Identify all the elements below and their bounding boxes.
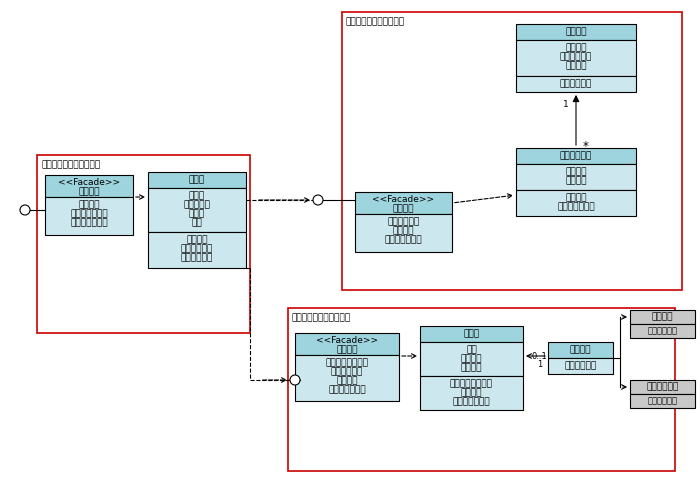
Text: 会員管理: 会員管理 [336, 345, 358, 354]
Text: 1: 1 [563, 100, 569, 109]
Bar [355, 192, 452, 214]
Text: <<Facade>>: <<Facade>> [316, 336, 378, 345]
Text: 商品管理: 商品管理 [393, 204, 414, 213]
Text: 貸出本数: 貸出本数 [461, 363, 482, 372]
Text: 取得する: 取得する [393, 226, 414, 235]
Bar [630, 324, 695, 338]
Bar [148, 188, 246, 232]
Text: 貸出する: 貸出する [78, 200, 99, 209]
Text: 返却予定日: 返却予定日 [183, 200, 211, 209]
Text: 貸出可能本数: 貸出可能本数 [560, 52, 592, 61]
Text: 名前: 名前 [466, 345, 477, 354]
Bar [420, 342, 523, 376]
Bar [45, 197, 133, 235]
Text: 貸出実施（）: 貸出実施（） [648, 326, 678, 335]
Text: 会員管理コンポーネント: 会員管理コンポーネント [292, 313, 351, 322]
Text: 状態: 状態 [192, 218, 202, 227]
Bar [516, 164, 636, 190]
Text: （会員コード）: （会員コード） [453, 397, 490, 406]
Bar [516, 148, 636, 164]
Text: 予約件数: 予約件数 [566, 61, 587, 70]
Text: 会員区分: 会員区分 [570, 345, 592, 354]
Text: 貸出実施（）: 貸出実施（） [331, 367, 363, 376]
Text: 通常会員: 通常会員 [652, 312, 673, 321]
Text: 会員取得: 会員取得 [336, 376, 358, 385]
Text: （会員コード、: （会員コード、 [70, 209, 108, 218]
Text: 貸出管理: 貸出管理 [78, 187, 99, 196]
Text: 商品管理コンポーネント: 商品管理コンポーネント [346, 17, 405, 26]
Bar [516, 40, 636, 76]
Text: 貸出実施（）: 貸出実施（） [564, 361, 596, 370]
Circle shape [313, 195, 323, 205]
Text: 生年月日: 生年月日 [461, 354, 482, 363]
Circle shape [20, 205, 30, 215]
Bar [148, 172, 246, 188]
Bar [420, 376, 523, 410]
Text: *: * [583, 140, 589, 153]
Text: 貸出日: 貸出日 [189, 191, 205, 200]
Bar [630, 310, 695, 324]
Bar [45, 175, 133, 197]
Bar [548, 358, 613, 374]
Text: 貸出する: 貸出する [186, 235, 208, 244]
Text: （商品コード）: （商品コード） [385, 235, 422, 244]
Text: 会員取得: 会員取得 [461, 388, 482, 397]
Bar [420, 326, 523, 342]
Bar [516, 24, 636, 40]
Text: 1: 1 [537, 360, 542, 369]
Bar [516, 190, 636, 216]
Circle shape [290, 375, 300, 385]
Text: <<Facade>>: <<Facade>> [58, 178, 120, 187]
Text: レンタル商品: レンタル商品 [560, 151, 592, 160]
Text: 商品区分: 商品区分 [566, 176, 587, 185]
Text: 貸出実施: 貸出実施 [566, 193, 587, 202]
Text: 0..1: 0..1 [531, 352, 547, 361]
Text: 管理番号: 管理番号 [566, 167, 587, 176]
Text: <<Facade>>: <<Facade>> [372, 195, 435, 204]
Text: タイトル: タイトル [566, 43, 587, 52]
Text: （会員コード）: （会員コード） [328, 385, 366, 394]
Text: タイトル: タイトル [566, 27, 587, 36]
Text: ゴールド会員: ゴールド会員 [646, 382, 678, 391]
Text: 貸　出: 貸 出 [189, 175, 205, 184]
Bar [148, 232, 246, 268]
Bar [37, 155, 250, 333]
Bar [295, 355, 399, 401]
Text: 返却日: 返却日 [189, 209, 205, 218]
Bar [516, 76, 636, 92]
Text: 商品管理）: 商品管理） [181, 253, 213, 262]
Bar [630, 380, 695, 394]
Text: 貸出実施（）: 貸出実施（） [560, 79, 592, 88]
Text: （商品コード）: （商品コード） [557, 202, 595, 211]
Bar [342, 12, 682, 290]
Text: 会　員: 会 員 [463, 329, 480, 338]
Bar [630, 394, 695, 408]
Bar [548, 342, 613, 358]
Text: （会員管理、: （会員管理、 [181, 244, 213, 253]
Bar [355, 214, 452, 252]
Text: 貸出実施（）: 貸出実施（） [387, 217, 419, 226]
Text: 貸出実施（）: 貸出実施（） [648, 396, 678, 405]
Bar [295, 333, 399, 355]
Text: 妥当な会員か（）: 妥当な会員か（） [326, 358, 368, 367]
Text: 貸出管理コンポーネント: 貸出管理コンポーネント [41, 160, 100, 169]
Text: 商品コード）: 商品コード） [70, 218, 108, 227]
Text: 妥当な会員か（）: 妥当な会員か（） [450, 379, 493, 388]
Bar [288, 308, 675, 471]
